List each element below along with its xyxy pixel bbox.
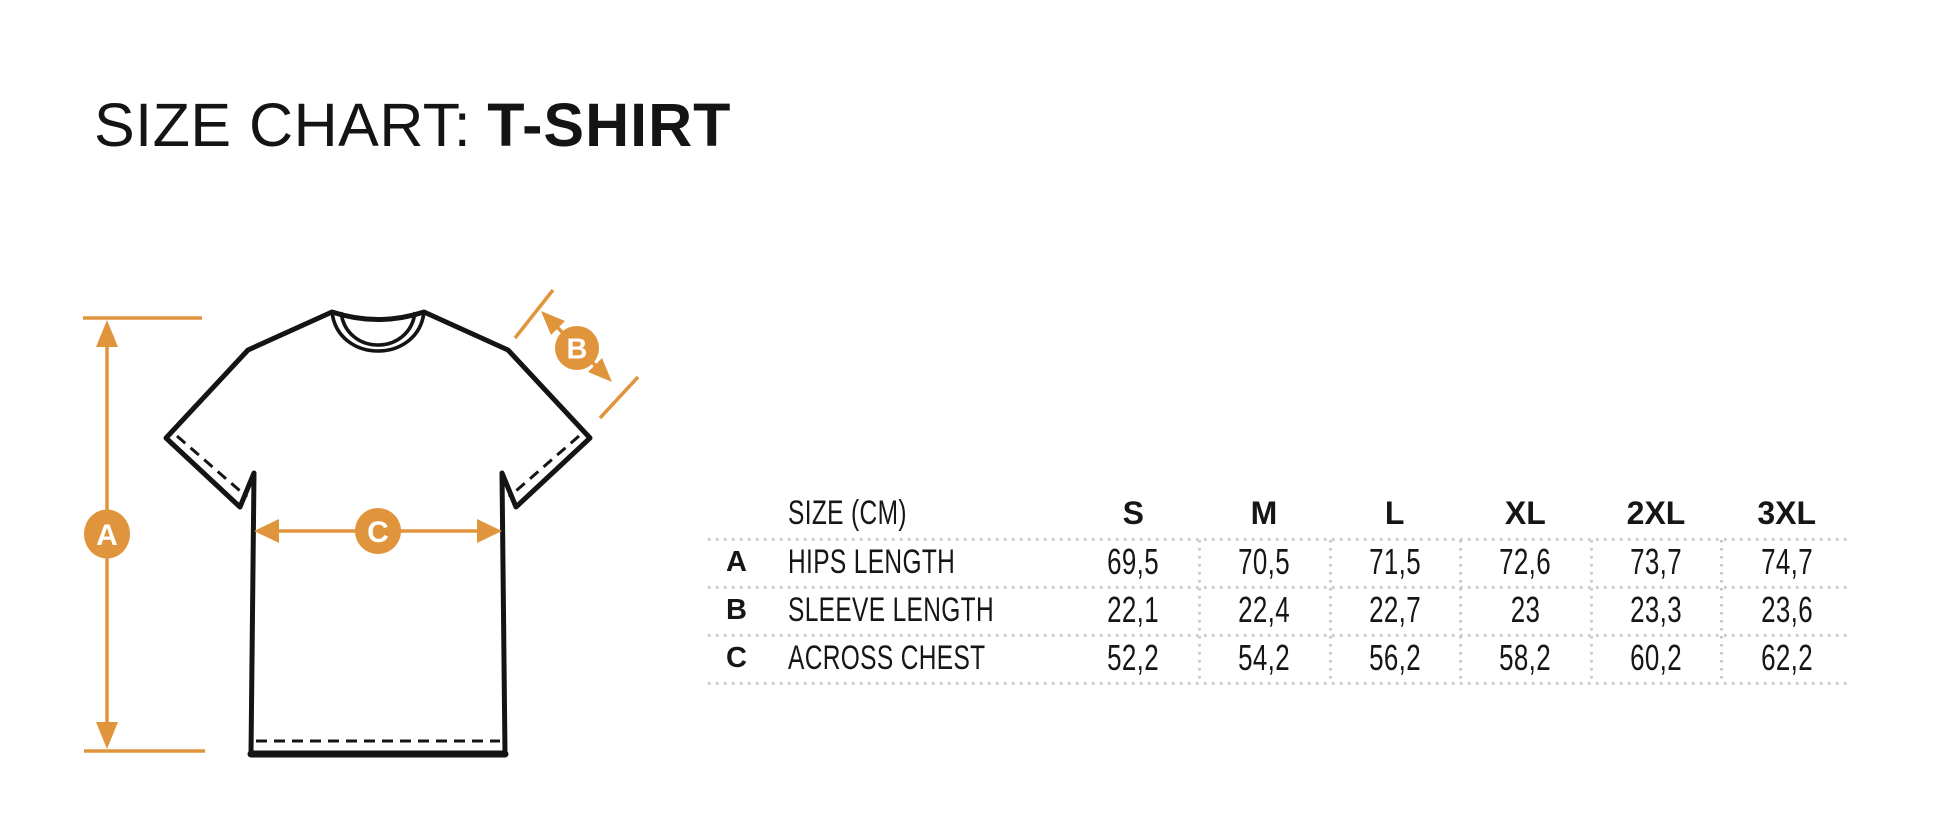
row-label-cell: HIPS LENGTH <box>768 538 1068 586</box>
table-cell: 22,4 <box>1199 586 1330 634</box>
table-cell: 22,7 <box>1329 586 1460 634</box>
column-divider <box>1459 540 1462 680</box>
arrow-up-icon <box>96 320 118 347</box>
arrow-left-icon <box>254 519 279 543</box>
table-cell: 71,5 <box>1329 538 1460 586</box>
value: 72,6 <box>1499 541 1552 582</box>
row-label: SLEEVE LENGTH <box>788 590 995 629</box>
value: 60,2 <box>1630 637 1682 678</box>
row-divider <box>708 538 1852 541</box>
value: 22,7 <box>1368 589 1421 630</box>
header-spacer <box>708 488 768 538</box>
value: 73,7 <box>1630 541 1682 582</box>
value: 71,5 <box>1368 541 1421 582</box>
size-col-m: M <box>1199 488 1330 538</box>
value: 23,6 <box>1760 589 1813 630</box>
hem-stitch-lines <box>176 434 580 743</box>
size-col-xl: XL <box>1460 488 1591 538</box>
title-prefix: SIZE CHART: <box>94 91 472 159</box>
table-cell: 23 <box>1460 586 1591 634</box>
column-divider <box>1198 540 1201 680</box>
table-cell: 54,2 <box>1199 634 1330 682</box>
table-cell: 72,6 <box>1460 538 1591 586</box>
size-col-l: L <box>1329 488 1460 538</box>
right-sleeve-stitch <box>508 434 580 499</box>
size-label: XL <box>1504 494 1546 531</box>
column-divider <box>1590 540 1593 680</box>
row-divider <box>708 586 1852 589</box>
row-divider <box>708 682 1852 685</box>
row-key: A <box>726 545 747 578</box>
title-product: T-SHIRT <box>487 91 732 159</box>
row-key: B <box>726 593 747 626</box>
table-cell: 22,1 <box>1068 586 1199 634</box>
size-label: 3XL <box>1757 494 1816 531</box>
table-cell: 60,2 <box>1591 634 1722 682</box>
value: 54,2 <box>1238 637 1290 678</box>
value: 58,2 <box>1499 637 1552 678</box>
column-divider <box>1720 540 1723 680</box>
measure-b-lower-tick <box>598 375 640 420</box>
measure-b-badge: B <box>555 326 599 370</box>
size-table: SIZE (CM) S M L XL 2XL 3XL A HIPS LENGTH… <box>708 488 1852 685</box>
size-col-2xl: 2XL <box>1591 488 1722 538</box>
row-divider <box>708 634 1852 637</box>
page-title: SIZE CHART: T-SHIRT <box>94 90 731 160</box>
row-label: HIPS LENGTH <box>788 542 956 581</box>
column-divider <box>1329 540 1332 680</box>
badge-b-label: B <box>567 334 588 366</box>
table-cell: 62,2 <box>1721 634 1852 682</box>
measure-c-badge: C <box>355 508 401 554</box>
unit-label: SIZE (CM) <box>788 493 907 532</box>
row-label-cell: SLEEVE LENGTH <box>768 586 1068 634</box>
size-label: M <box>1250 494 1278 531</box>
value: 70,5 <box>1238 541 1290 582</box>
value: 23 <box>1510 589 1541 630</box>
value: 74,7 <box>1760 541 1813 582</box>
value: 22,1 <box>1107 589 1160 630</box>
value: 62,2 <box>1760 637 1813 678</box>
row-key: C <box>726 641 747 674</box>
table-cell: 69,5 <box>1068 538 1199 586</box>
table-cell: 23,3 <box>1591 586 1722 634</box>
arrow-right-icon <box>477 519 502 543</box>
size-label: L <box>1384 494 1405 531</box>
value: 22,4 <box>1238 589 1290 630</box>
value: 52,2 <box>1107 637 1160 678</box>
size-label: 2XL <box>1626 494 1686 531</box>
left-sleeve-stitch <box>176 434 248 499</box>
table-cell: 52,2 <box>1068 634 1199 682</box>
value: 69,5 <box>1107 541 1160 582</box>
measure-b-upper-tick <box>513 288 555 340</box>
arrow-down-icon <box>96 722 118 749</box>
value: 23,3 <box>1630 589 1682 630</box>
header-unit-cell: SIZE (CM) <box>768 488 1068 538</box>
table-cell: 73,7 <box>1591 538 1722 586</box>
badge-a-label: A <box>96 519 118 552</box>
collar-ribbing <box>330 311 426 353</box>
size-label: S <box>1122 494 1144 531</box>
table-cell: 56,2 <box>1329 634 1460 682</box>
measure-a-badge: A <box>84 509 130 559</box>
row-label-cell: ACROSS CHEST <box>768 634 1068 682</box>
table-cell: 70,5 <box>1199 538 1330 586</box>
badge-c-label: C <box>367 516 389 549</box>
size-col-3xl: 3XL <box>1721 488 1852 538</box>
row-label: ACROSS CHEST <box>788 638 986 677</box>
arrow-upleft-icon <box>541 311 565 335</box>
table-cell: 74,7 <box>1721 538 1852 586</box>
table-cell: 23,6 <box>1721 586 1852 634</box>
tshirt-measurement-diagram: A B C <box>83 288 640 758</box>
value: 56,2 <box>1368 637 1421 678</box>
size-col-s: S <box>1068 488 1199 538</box>
table-cell: 58,2 <box>1460 634 1591 682</box>
arrow-downright-icon <box>588 358 612 382</box>
